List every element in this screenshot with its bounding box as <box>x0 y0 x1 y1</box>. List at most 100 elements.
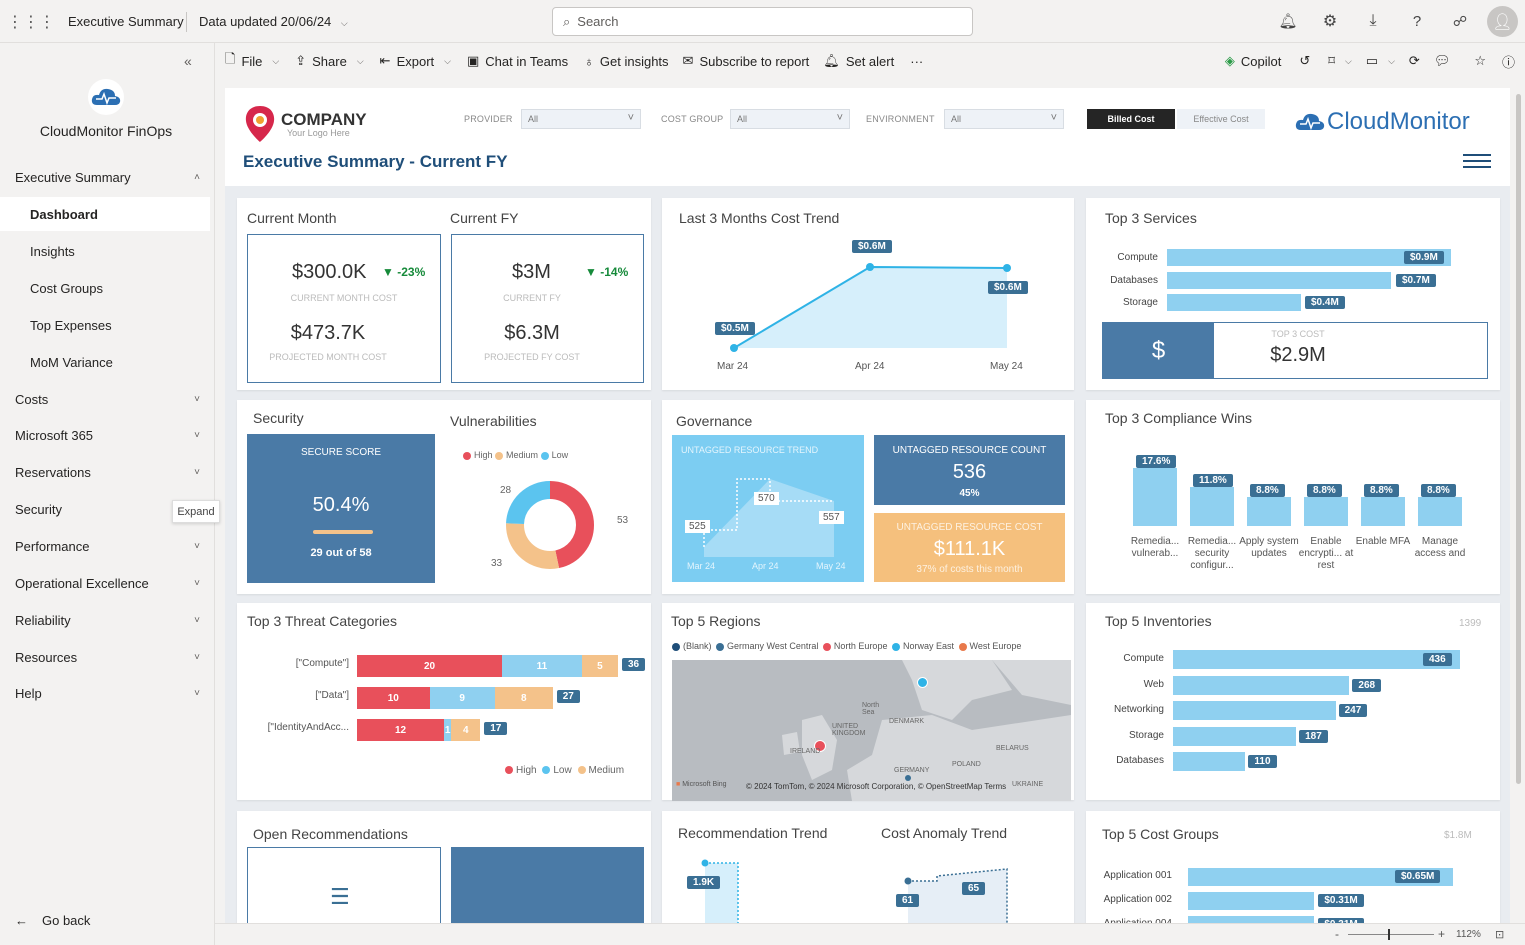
go-back-button[interactable]: ← Go back <box>15 912 91 928</box>
top-services-title: Top 3 Services <box>1105 210 1197 226</box>
governance-title: Governance <box>676 413 753 429</box>
current-fy-label: CURRENT FY <box>503 293 561 303</box>
untagged-cost-tile: UNTAGGED RESOURCE COST $111.1K 37% of co… <box>874 513 1065 582</box>
zoom-in-button[interactable]: + <box>1438 927 1446 941</box>
inventory-value: 268 <box>1352 678 1382 692</box>
copilot-button[interactable]: ◈ Copilot <box>1224 53 1282 69</box>
inventory-name: Storage <box>1128 729 1164 741</box>
untagged-point-label: 570 <box>754 492 779 505</box>
top3-cost-box: $ TOP 3 COST $2.9M <box>1102 322 1488 379</box>
hamburger-menu-icon[interactable] <box>1463 154 1491 168</box>
provider-label: PROVIDER <box>464 114 513 124</box>
nav-microsoft-365[interactable]: Microsoft 365 ˅ <box>15 427 200 443</box>
favorite-icon[interactable]: ☆ <box>1474 53 1486 68</box>
zoom-out-button[interactable]: - <box>1335 927 1339 941</box>
nav-executive-summary[interactable]: Executive Summary ˄ <box>15 169 200 185</box>
comment-icon[interactable]: 💬︎ <box>1433 53 1451 68</box>
chat-in-teams-button[interactable]: ▣ Chat in Teams <box>466 53 569 69</box>
service-value: $0.4M <box>1305 296 1345 309</box>
feedback-icon[interactable]: ☍ <box>1452 12 1468 29</box>
environment-dropdown[interactable]: All ˅ <box>944 109 1064 129</box>
settings-icon[interactable]: ⚙ <box>1322 13 1338 30</box>
zoom-slider[interactable] <box>1348 929 1434 940</box>
service-bar <box>1167 272 1391 289</box>
nav-performance[interactable]: Performance ˅ <box>15 538 200 554</box>
subscribe-button[interactable]: ✉ Subscribe to report <box>682 53 810 69</box>
collapse-icon[interactable]: « <box>184 53 192 69</box>
nav-operational-excellence[interactable]: Operational Excellence ˅ <box>15 575 200 591</box>
nav-security[interactable]: Security <box>15 501 62 517</box>
inventories-max: 1399 <box>1459 618 1482 629</box>
governance-card: Governance UNTAGGED RESOURCE TREND 525 5… <box>662 400 1074 594</box>
compliance-bar <box>1361 497 1405 526</box>
nav-reservations[interactable]: Reservations ˅ <box>15 464 200 480</box>
compliance-label: Apply system updates <box>1239 536 1299 559</box>
untagged-count-value: 536 <box>952 461 987 483</box>
triangle-down-icon: ▼ <box>585 265 597 279</box>
export-menu[interactable]: ⇤ Export ⌵ <box>379 53 451 69</box>
billed-cost-toggle[interactable]: Billed Cost <box>1087 109 1175 129</box>
service-bar <box>1167 294 1301 311</box>
data-updated[interactable]: Data updated 20/06/24 ⌵ <box>199 14 348 29</box>
security-title: Security <box>253 410 304 426</box>
search-input[interactable]: ⌕ Search <box>552 7 973 36</box>
map-label: POLAND <box>952 761 981 768</box>
threat-category: ["IdentityAndAcc... <box>267 722 349 733</box>
refresh-icon[interactable]: ⟳ <box>1408 53 1420 68</box>
avatar[interactable]: 👤︎ <box>1487 6 1518 37</box>
notifications-icon[interactable]: 🔔︎ <box>1278 13 1298 30</box>
nav-top-expenses[interactable]: Top Expenses <box>30 317 112 333</box>
untagged-count-pct: 45% <box>959 488 980 499</box>
nav-cost-groups[interactable]: Cost Groups <box>30 280 103 296</box>
map-region-marker[interactable] <box>917 677 928 688</box>
vuln-label-low: 28 <box>500 485 512 496</box>
nav-help[interactable]: Help ˅ <box>15 685 200 701</box>
inventory-name: Databases <box>1116 755 1164 766</box>
map-region-marker[interactable] <box>905 775 911 781</box>
service-bar <box>1167 249 1451 266</box>
map-region-marker[interactable] <box>814 740 826 752</box>
more-options-button[interactable]: ··· <box>910 53 924 69</box>
regions-map[interactable]: North Sea DENMARK UNITED KINGDOM IRELAND… <box>672 660 1071 801</box>
inventory-bar <box>1173 726 1297 746</box>
file-menu[interactable]: 🗋 File ⌵ <box>225 50 279 72</box>
service-value: $0.7M <box>1396 274 1436 287</box>
nav-dashboard[interactable]: Dashboard <box>0 197 210 231</box>
download-icon[interactable]: ⤓ <box>1369 12 1377 29</box>
map-label: UNITED KINGDOM <box>832 723 866 737</box>
untagged-point-label: 557 <box>819 511 844 524</box>
anomaly-label-a: 61 <box>896 894 920 907</box>
map-attribution[interactable]: © 2024 TomTom, © 2024 Microsoft Corporat… <box>746 782 1007 791</box>
app-launcher-icon[interactable]: ⋮⋮⋮ <box>7 14 55 31</box>
view-icon[interactable]: ▭ ⌵ <box>1365 53 1395 68</box>
zoom-level[interactable]: 112% <box>1456 929 1481 940</box>
nav-insights[interactable]: Insights <box>30 243 75 259</box>
nav-mom-variance[interactable]: MoM Variance <box>30 354 113 370</box>
info-icon[interactable]: ⓘ <box>1501 54 1515 70</box>
provider-dropdown[interactable]: All ˅ <box>521 109 641 129</box>
threat-category: ["Compute"] <box>295 658 349 669</box>
nav-costs[interactable]: Costs ˅ <box>15 391 200 407</box>
share-menu[interactable]: ⇪ Share ⌵ <box>295 53 364 69</box>
bookmark-icon[interactable]: ⌑ ⌵ <box>1328 53 1352 68</box>
costgroup-dropdown[interactable]: All ˅ <box>730 109 850 129</box>
get-insights-button[interactable]: ♁ Get insights <box>584 53 669 69</box>
vertical-scrollbar[interactable] <box>1513 88 1523 923</box>
fit-page-icon[interactable]: ⊡ <box>1495 929 1505 941</box>
inventory-name: Compute <box>1123 653 1164 664</box>
threat-legend: High Low Medium <box>505 765 624 776</box>
effective-cost-toggle[interactable]: Effective Cost <box>1177 109 1265 129</box>
nav-reliability[interactable]: Reliability ˅ <box>15 612 200 628</box>
inventory-bar <box>1173 752 1246 771</box>
help-icon[interactable]: ? <box>1412 12 1422 30</box>
chevron-down-icon: ˅ <box>194 429 200 441</box>
chevron-down-icon: ˅ <box>194 466 200 478</box>
set-alert-button[interactable]: 🔔︎ Set alert <box>823 53 895 69</box>
compliance-bar <box>1304 497 1348 526</box>
nav-resources[interactable]: Resources ˅ <box>15 649 200 665</box>
reset-icon[interactable]: ↺ <box>1299 53 1311 68</box>
threat-segment-low: 11 <box>502 655 582 677</box>
untagged-point-label: 525 <box>685 520 710 533</box>
compliance-title: Top 3 Compliance Wins <box>1105 410 1253 426</box>
untagged-x-tick: Apr 24 <box>752 561 779 571</box>
